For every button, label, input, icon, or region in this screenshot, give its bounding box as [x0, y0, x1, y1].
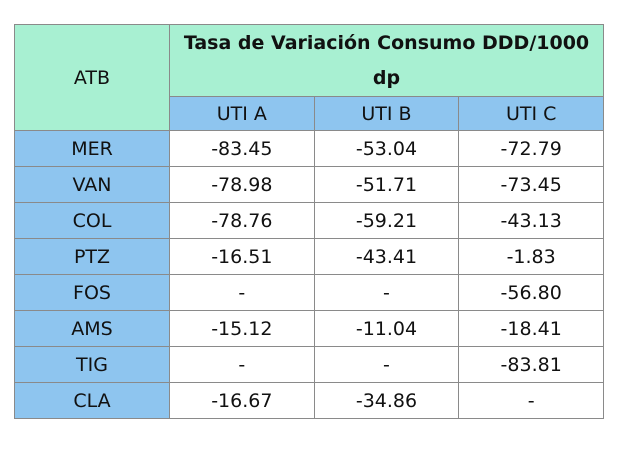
cell-value: -	[169, 274, 315, 311]
column-header-uti-a: UTI A	[169, 96, 315, 131]
variation-table: ATB Tasa de Variación Consumo DDD/1000 d…	[14, 24, 604, 419]
table-row: VAN -78.98 -51.71 -73.45	[14, 166, 604, 203]
row-label: FOS	[14, 274, 170, 311]
column-header-uti-b: UTI B	[313, 96, 460, 131]
cell-value: -56.80	[458, 274, 604, 311]
row-label: PTZ	[14, 238, 170, 275]
row-label: AMS	[14, 310, 170, 347]
table-row: MER -83.45 -53.04 -72.79	[14, 130, 604, 167]
table-row: PTZ -16.51 -43.41 -1.83	[14, 238, 604, 275]
cell-value: -51.71	[313, 166, 460, 203]
cell-value: -18.41	[458, 310, 604, 347]
row-label: VAN	[14, 166, 170, 203]
cell-value: -73.45	[458, 166, 604, 203]
row-label: TIG	[14, 346, 170, 383]
cell-value: -78.98	[169, 166, 315, 203]
cell-value: -	[169, 346, 315, 383]
cell-value: -72.79	[458, 130, 604, 167]
table-title: Tasa de Variación Consumo DDD/1000 dp	[169, 24, 604, 97]
table-row: COL -78.76 -59.21 -43.13	[14, 202, 604, 239]
cell-value: -16.67	[169, 382, 315, 419]
table-row: AMS -15.12 -11.04 -18.41	[14, 310, 604, 347]
cell-value: -	[313, 274, 460, 311]
cell-value: -43.13	[458, 202, 604, 239]
cell-value: -	[458, 382, 604, 419]
cell-value: -78.76	[169, 202, 315, 239]
table-row: CLA -16.67 -34.86 -	[14, 382, 604, 419]
cell-value: -59.21	[313, 202, 460, 239]
cell-value: -34.86	[313, 382, 460, 419]
row-label: CLA	[14, 382, 170, 419]
table-row: TIG - - -83.81	[14, 346, 604, 383]
cell-value: -	[313, 346, 460, 383]
row-label: MER	[14, 130, 170, 167]
cell-value: -1.83	[458, 238, 604, 275]
table-row: FOS - - -56.80	[14, 274, 604, 311]
cell-value: -53.04	[313, 130, 460, 167]
row-header-atb: ATB	[14, 24, 170, 131]
cell-value: -43.41	[313, 238, 460, 275]
cell-value: -83.81	[458, 346, 604, 383]
row-label: COL	[14, 202, 170, 239]
cell-value: -83.45	[169, 130, 315, 167]
cell-value: -15.12	[169, 310, 315, 347]
cell-value: -16.51	[169, 238, 315, 275]
cell-value: -11.04	[313, 310, 460, 347]
column-header-uti-c: UTI C	[458, 96, 604, 131]
